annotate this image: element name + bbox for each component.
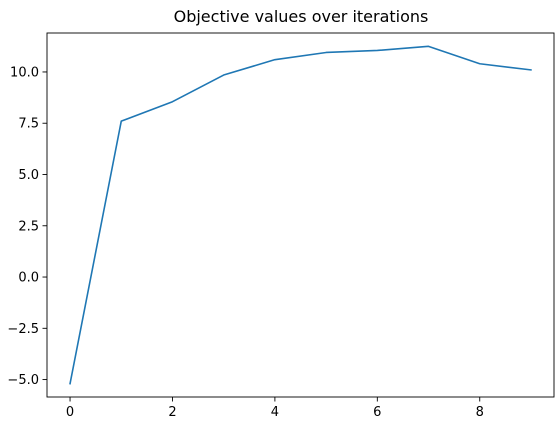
y-axis: −5.0 −2.5 0.0 2.5 5.0 7.5 10.0: [7, 65, 47, 388]
x-tick-label: 8: [476, 405, 484, 420]
data-point: [375, 48, 380, 53]
y-tick-label: −2.5: [7, 322, 39, 337]
y-tick-label: 7.5: [18, 117, 39, 132]
data-point: [528, 67, 533, 72]
series-layer: [68, 44, 533, 386]
chart-title: Objective values over iterations: [174, 7, 429, 26]
y-tick-label: 0.0: [18, 271, 39, 286]
data-point: [477, 61, 482, 66]
x-tick-label: 0: [66, 405, 74, 420]
data-point: [272, 57, 277, 62]
y-tick-label: 2.5: [18, 219, 39, 234]
x-tick-label: 6: [373, 405, 381, 420]
data-point: [119, 119, 124, 124]
data-point: [324, 50, 329, 55]
data-point: [68, 381, 73, 386]
y-tick-label: 10.0: [10, 65, 39, 80]
data-point: [426, 44, 431, 49]
x-tick-label: 4: [271, 405, 279, 420]
y-tick-label: −5.0: [7, 373, 39, 388]
x-tick-label: 2: [168, 405, 176, 420]
y-tick-label: 5.0: [18, 168, 39, 183]
data-point: [221, 73, 226, 78]
x-axis: 0 2 4 6 8: [66, 397, 484, 420]
data-point: [170, 99, 175, 104]
series-line: [69, 45, 532, 385]
plot-area-frame: [46, 32, 555, 398]
